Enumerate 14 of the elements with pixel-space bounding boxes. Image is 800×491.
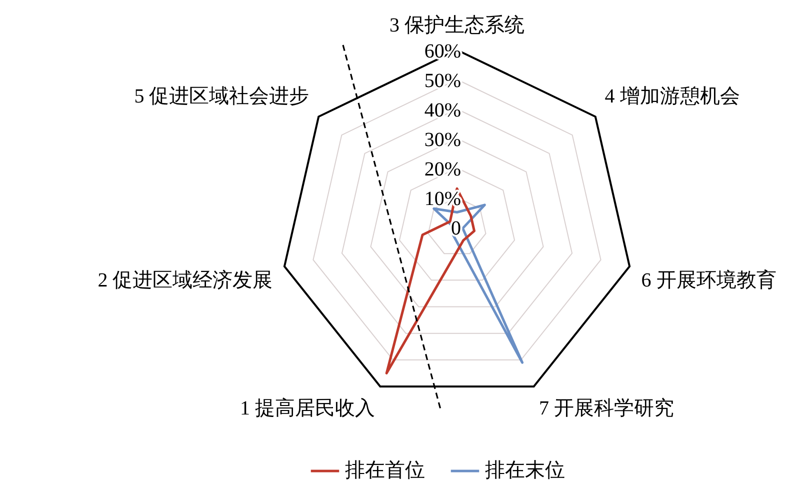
legend-label: 排在首位 bbox=[345, 459, 425, 482]
spoke-label: 4 增加游憩机会 bbox=[604, 85, 740, 108]
spoke-label: 2 促进区域经济发展 bbox=[98, 269, 273, 292]
spoke-label: 6 开展环境教育 bbox=[641, 268, 776, 292]
spoke-label: 5 促进区域社会进步 bbox=[134, 85, 310, 108]
y-tick-label: 30% bbox=[424, 128, 461, 151]
y-tick-label: 20% bbox=[424, 158, 461, 180]
spoke-label: 3 保护生态系统 bbox=[390, 14, 524, 36]
spoke-label: 7 开展科学研究 bbox=[539, 398, 674, 420]
spoke-label: 1 提高居民收入 bbox=[240, 396, 375, 420]
y-tick-label: 50% bbox=[424, 70, 461, 92]
y-tick-label: 60% bbox=[424, 40, 461, 62]
y-tick-label: 40% bbox=[424, 99, 461, 122]
legend-label: 排在末位 bbox=[485, 459, 565, 482]
